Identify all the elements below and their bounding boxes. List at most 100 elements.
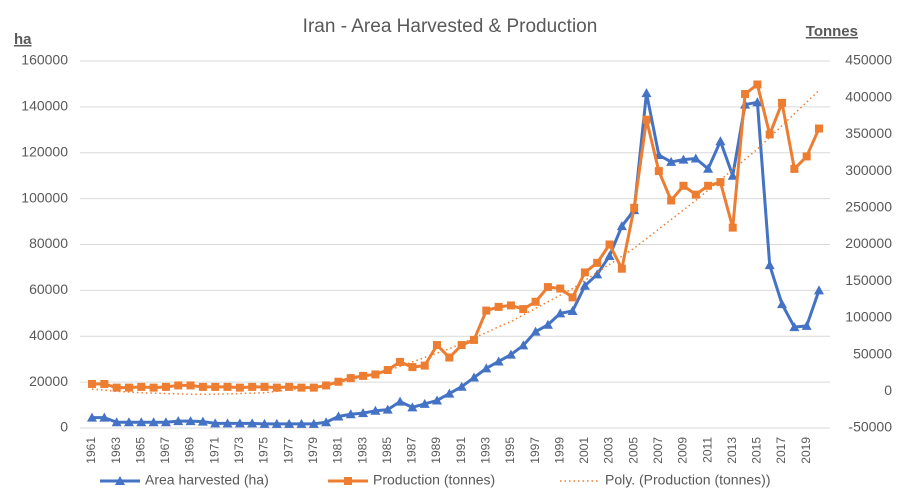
y2-tick-label: 450000: [845, 52, 892, 68]
marker: [111, 417, 122, 427]
marker: [556, 284, 565, 293]
y2-tick-label: 200000: [845, 235, 892, 251]
y2-tick-label: -50000: [848, 419, 892, 435]
x-tick-label: 1975: [257, 437, 271, 464]
marker: [728, 223, 737, 232]
marker: [593, 258, 602, 267]
marker: [444, 388, 455, 398]
marker: [592, 269, 603, 279]
marker: [568, 293, 577, 302]
x-tick-label: 1999: [552, 437, 566, 464]
marker: [789, 322, 800, 332]
marker: [198, 382, 207, 391]
marker: [99, 412, 110, 422]
marker: [309, 383, 318, 392]
legend-marker: [115, 476, 125, 485]
marker: [271, 418, 282, 428]
x-tick-label: 2019: [799, 437, 813, 464]
marker: [654, 167, 663, 176]
x-tick-label: 2015: [750, 437, 764, 464]
marker: [186, 381, 195, 390]
marker: [482, 306, 491, 315]
marker: [419, 398, 430, 408]
marker: [136, 417, 147, 427]
marker: [741, 90, 750, 99]
x-tick-label: 1985: [380, 437, 394, 464]
marker: [580, 268, 589, 277]
legend-label: Poly. (Production (tonnes)): [605, 472, 770, 488]
marker: [691, 190, 700, 199]
x-tick-label: 2005: [626, 437, 640, 464]
marker: [543, 283, 552, 292]
x-tick-label: 1983: [355, 437, 369, 464]
marker: [161, 382, 170, 391]
trend-line: [91, 89, 820, 395]
y-tick-label: 100000: [21, 189, 68, 205]
marker: [420, 361, 429, 370]
x-tick-label: 1963: [109, 437, 123, 464]
x-tick-label: 2013: [725, 437, 739, 464]
marker: [493, 356, 504, 366]
marker: [764, 260, 775, 270]
x-tick-label: 1967: [158, 437, 172, 464]
y-tick-label: 160000: [21, 52, 68, 68]
marker: [481, 363, 492, 373]
marker: [518, 340, 529, 350]
marker: [753, 80, 762, 89]
marker: [321, 417, 332, 427]
marker: [210, 418, 221, 428]
marker: [667, 196, 676, 205]
marker: [407, 402, 418, 412]
x-tick-label: 1997: [528, 437, 542, 464]
marker: [149, 383, 158, 392]
marker: [197, 416, 208, 426]
x-tick-label: 2003: [602, 437, 616, 464]
marker: [382, 404, 393, 414]
y-tick-label: 120000: [21, 143, 68, 159]
marker: [247, 418, 258, 428]
marker: [359, 371, 368, 380]
marker: [112, 383, 121, 392]
marker: [715, 136, 726, 146]
y-tick-label: 40000: [29, 327, 68, 343]
marker: [211, 382, 220, 391]
marker: [641, 88, 652, 98]
marker: [285, 382, 294, 391]
y-tick-label: 0: [60, 419, 68, 435]
marker: [542, 319, 553, 329]
marker: [223, 382, 232, 391]
x-tick-label: 1961: [84, 437, 98, 464]
x-tick-label: 1969: [183, 437, 197, 464]
marker: [408, 363, 417, 372]
x-tick-label: 1965: [133, 437, 147, 464]
y2-tick-label: 0: [884, 382, 892, 398]
y-axis-label: ha: [14, 31, 32, 48]
y2-tick-label: 50000: [853, 345, 892, 361]
marker: [752, 97, 763, 107]
marker: [396, 357, 405, 366]
marker: [395, 396, 406, 406]
x-tick-label: 1987: [405, 437, 419, 464]
marker: [494, 302, 503, 311]
marker: [234, 418, 245, 428]
y-tick-label: 60000: [29, 281, 68, 297]
x-tick-label: 1979: [306, 437, 320, 464]
marker: [87, 412, 97, 422]
marker: [531, 297, 540, 306]
marker: [235, 383, 244, 392]
marker: [432, 395, 443, 405]
marker: [678, 154, 689, 164]
x-tick-label: 1973: [232, 437, 246, 464]
marker: [777, 299, 788, 309]
marker: [296, 418, 307, 428]
x-tick-label: 1993: [478, 437, 492, 464]
x-tick-label: 1977: [281, 437, 295, 464]
marker: [222, 418, 233, 428]
y-tick-label: 20000: [29, 373, 68, 389]
marker: [457, 341, 466, 350]
marker: [445, 353, 454, 362]
marker: [690, 153, 701, 163]
marker: [248, 382, 257, 391]
y2-tick-label: 350000: [845, 125, 892, 141]
